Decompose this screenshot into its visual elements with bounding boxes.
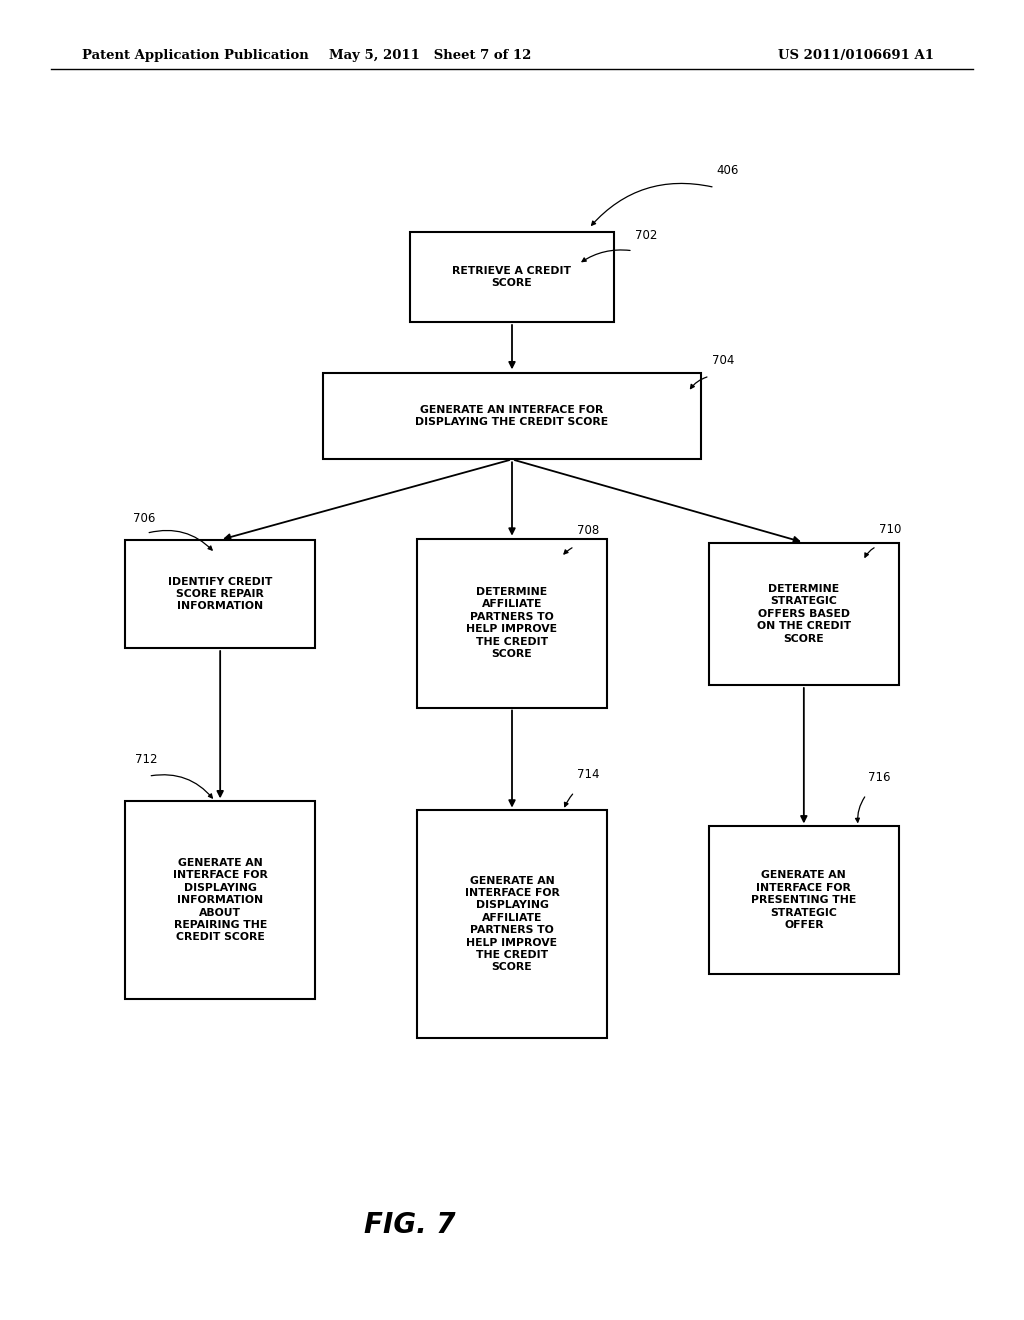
Text: IDENTIFY CREDIT
SCORE REPAIR
INFORMATION: IDENTIFY CREDIT SCORE REPAIR INFORMATION xyxy=(168,577,272,611)
Text: GENERATE AN
INTERFACE FOR
PRESENTING THE
STRATEGIC
OFFER: GENERATE AN INTERFACE FOR PRESENTING THE… xyxy=(752,870,856,931)
Text: 706: 706 xyxy=(133,512,156,525)
Text: 712: 712 xyxy=(135,752,158,766)
Text: 702: 702 xyxy=(635,228,657,242)
Bar xyxy=(410,232,614,322)
Bar xyxy=(323,372,701,458)
Text: FIG. 7: FIG. 7 xyxy=(364,1210,456,1239)
Text: GENERATE AN
INTERFACE FOR
DISPLAYING
AFFILIATE
PARTNERS TO
HELP IMPROVE
THE CRED: GENERATE AN INTERFACE FOR DISPLAYING AFF… xyxy=(465,875,559,973)
Text: RETRIEVE A CREDIT
SCORE: RETRIEVE A CREDIT SCORE xyxy=(453,267,571,288)
Bar xyxy=(125,801,315,999)
Text: DETERMINE
AFFILIATE
PARTNERS TO
HELP IMPROVE
THE CREDIT
SCORE: DETERMINE AFFILIATE PARTNERS TO HELP IMP… xyxy=(467,587,557,659)
Bar xyxy=(709,543,899,685)
Text: GENERATE AN
INTERFACE FOR
DISPLAYING
INFORMATION
ABOUT
REPAIRING THE
CREDIT SCOR: GENERATE AN INTERFACE FOR DISPLAYING INF… xyxy=(173,858,267,942)
Text: Patent Application Publication: Patent Application Publication xyxy=(82,49,308,62)
Text: 710: 710 xyxy=(879,523,901,536)
Text: 704: 704 xyxy=(712,354,734,367)
Bar xyxy=(418,539,606,708)
Text: 708: 708 xyxy=(577,524,599,537)
Text: 714: 714 xyxy=(577,768,599,781)
Text: 406: 406 xyxy=(717,164,739,177)
Bar xyxy=(709,826,899,974)
Text: DETERMINE
STRATEGIC
OFFERS BASED
ON THE CREDIT
SCORE: DETERMINE STRATEGIC OFFERS BASED ON THE … xyxy=(757,583,851,644)
Bar xyxy=(418,810,606,1038)
Text: US 2011/0106691 A1: US 2011/0106691 A1 xyxy=(778,49,934,62)
Text: May 5, 2011   Sheet 7 of 12: May 5, 2011 Sheet 7 of 12 xyxy=(329,49,531,62)
Text: GENERATE AN INTERFACE FOR
DISPLAYING THE CREDIT SCORE: GENERATE AN INTERFACE FOR DISPLAYING THE… xyxy=(416,405,608,426)
Text: 716: 716 xyxy=(868,771,891,784)
Bar xyxy=(125,540,315,648)
